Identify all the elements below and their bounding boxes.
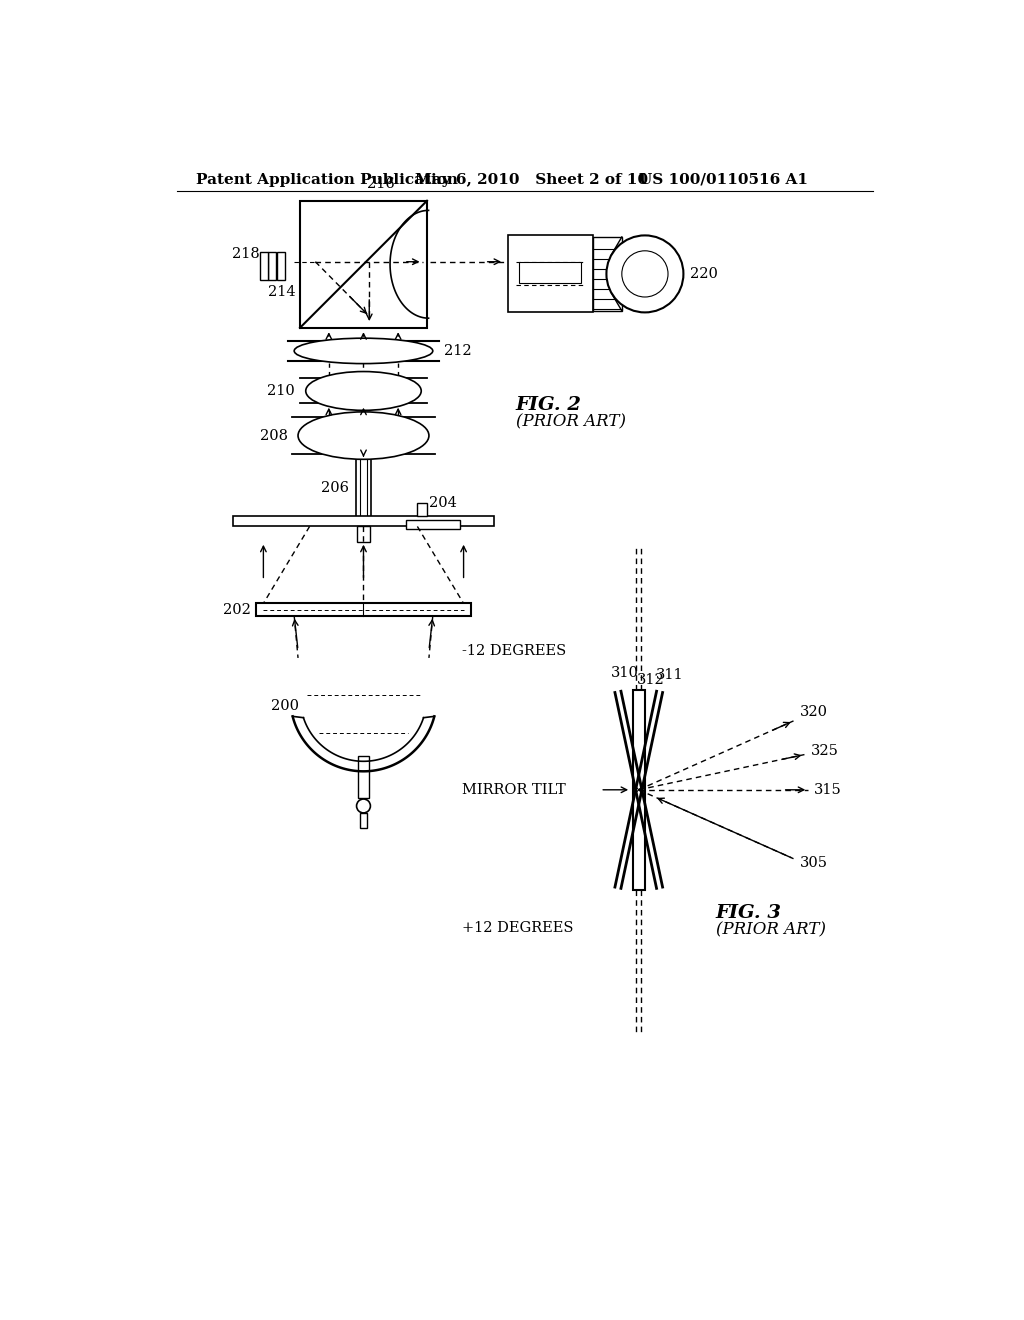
Text: 214: 214 — [267, 285, 295, 300]
Bar — [593, 238, 622, 312]
Text: May 6, 2010   Sheet 2 of 10: May 6, 2010 Sheet 2 of 10 — [416, 173, 648, 187]
Text: MIRROR TILT: MIRROR TILT — [462, 783, 565, 797]
Ellipse shape — [298, 412, 429, 459]
Circle shape — [606, 235, 683, 313]
Text: 311: 311 — [655, 668, 683, 682]
Bar — [355, 457, 371, 519]
Bar — [268, 252, 276, 280]
Text: FIG. 2: FIG. 2 — [515, 396, 582, 413]
Bar — [256, 603, 471, 615]
Text: 312: 312 — [637, 673, 665, 688]
Text: (PRIOR ART): (PRIOR ART) — [716, 921, 825, 939]
Text: 204: 204 — [429, 496, 457, 511]
Text: +12 DEGREES: +12 DEGREES — [462, 921, 573, 936]
Bar — [358, 756, 369, 799]
Text: 212: 212 — [444, 345, 472, 358]
Bar — [418, 503, 427, 516]
Text: 310: 310 — [611, 665, 639, 680]
Text: Patent Application Publication: Patent Application Publication — [196, 173, 458, 187]
Text: US 100/0110516 A1: US 100/0110516 A1 — [639, 173, 808, 187]
Text: 220: 220 — [689, 267, 718, 281]
Ellipse shape — [306, 371, 421, 411]
Text: 216: 216 — [368, 177, 395, 191]
Ellipse shape — [294, 338, 433, 363]
Text: 325: 325 — [811, 743, 839, 758]
Text: 305: 305 — [800, 855, 827, 870]
Text: 315: 315 — [814, 783, 842, 797]
Bar — [260, 252, 267, 280]
Bar — [232, 516, 495, 527]
Circle shape — [356, 799, 371, 813]
Text: 200: 200 — [271, 698, 299, 713]
Bar — [276, 252, 285, 280]
Bar — [357, 527, 370, 543]
Text: 218: 218 — [232, 247, 260, 261]
Text: -12 DEGREES: -12 DEGREES — [462, 644, 566, 659]
Bar — [508, 235, 593, 313]
Text: 202: 202 — [223, 603, 251, 616]
Text: 320: 320 — [800, 705, 827, 718]
Text: (PRIOR ART): (PRIOR ART) — [515, 413, 626, 430]
Bar — [300, 201, 427, 327]
Circle shape — [622, 251, 668, 297]
Text: 208: 208 — [259, 429, 288, 442]
Bar — [406, 520, 460, 529]
Bar — [359, 813, 368, 829]
Bar — [519, 263, 581, 284]
Text: 210: 210 — [267, 384, 295, 397]
Bar — [633, 689, 645, 890]
Text: FIG. 3: FIG. 3 — [716, 904, 781, 921]
Text: 206: 206 — [322, 480, 349, 495]
